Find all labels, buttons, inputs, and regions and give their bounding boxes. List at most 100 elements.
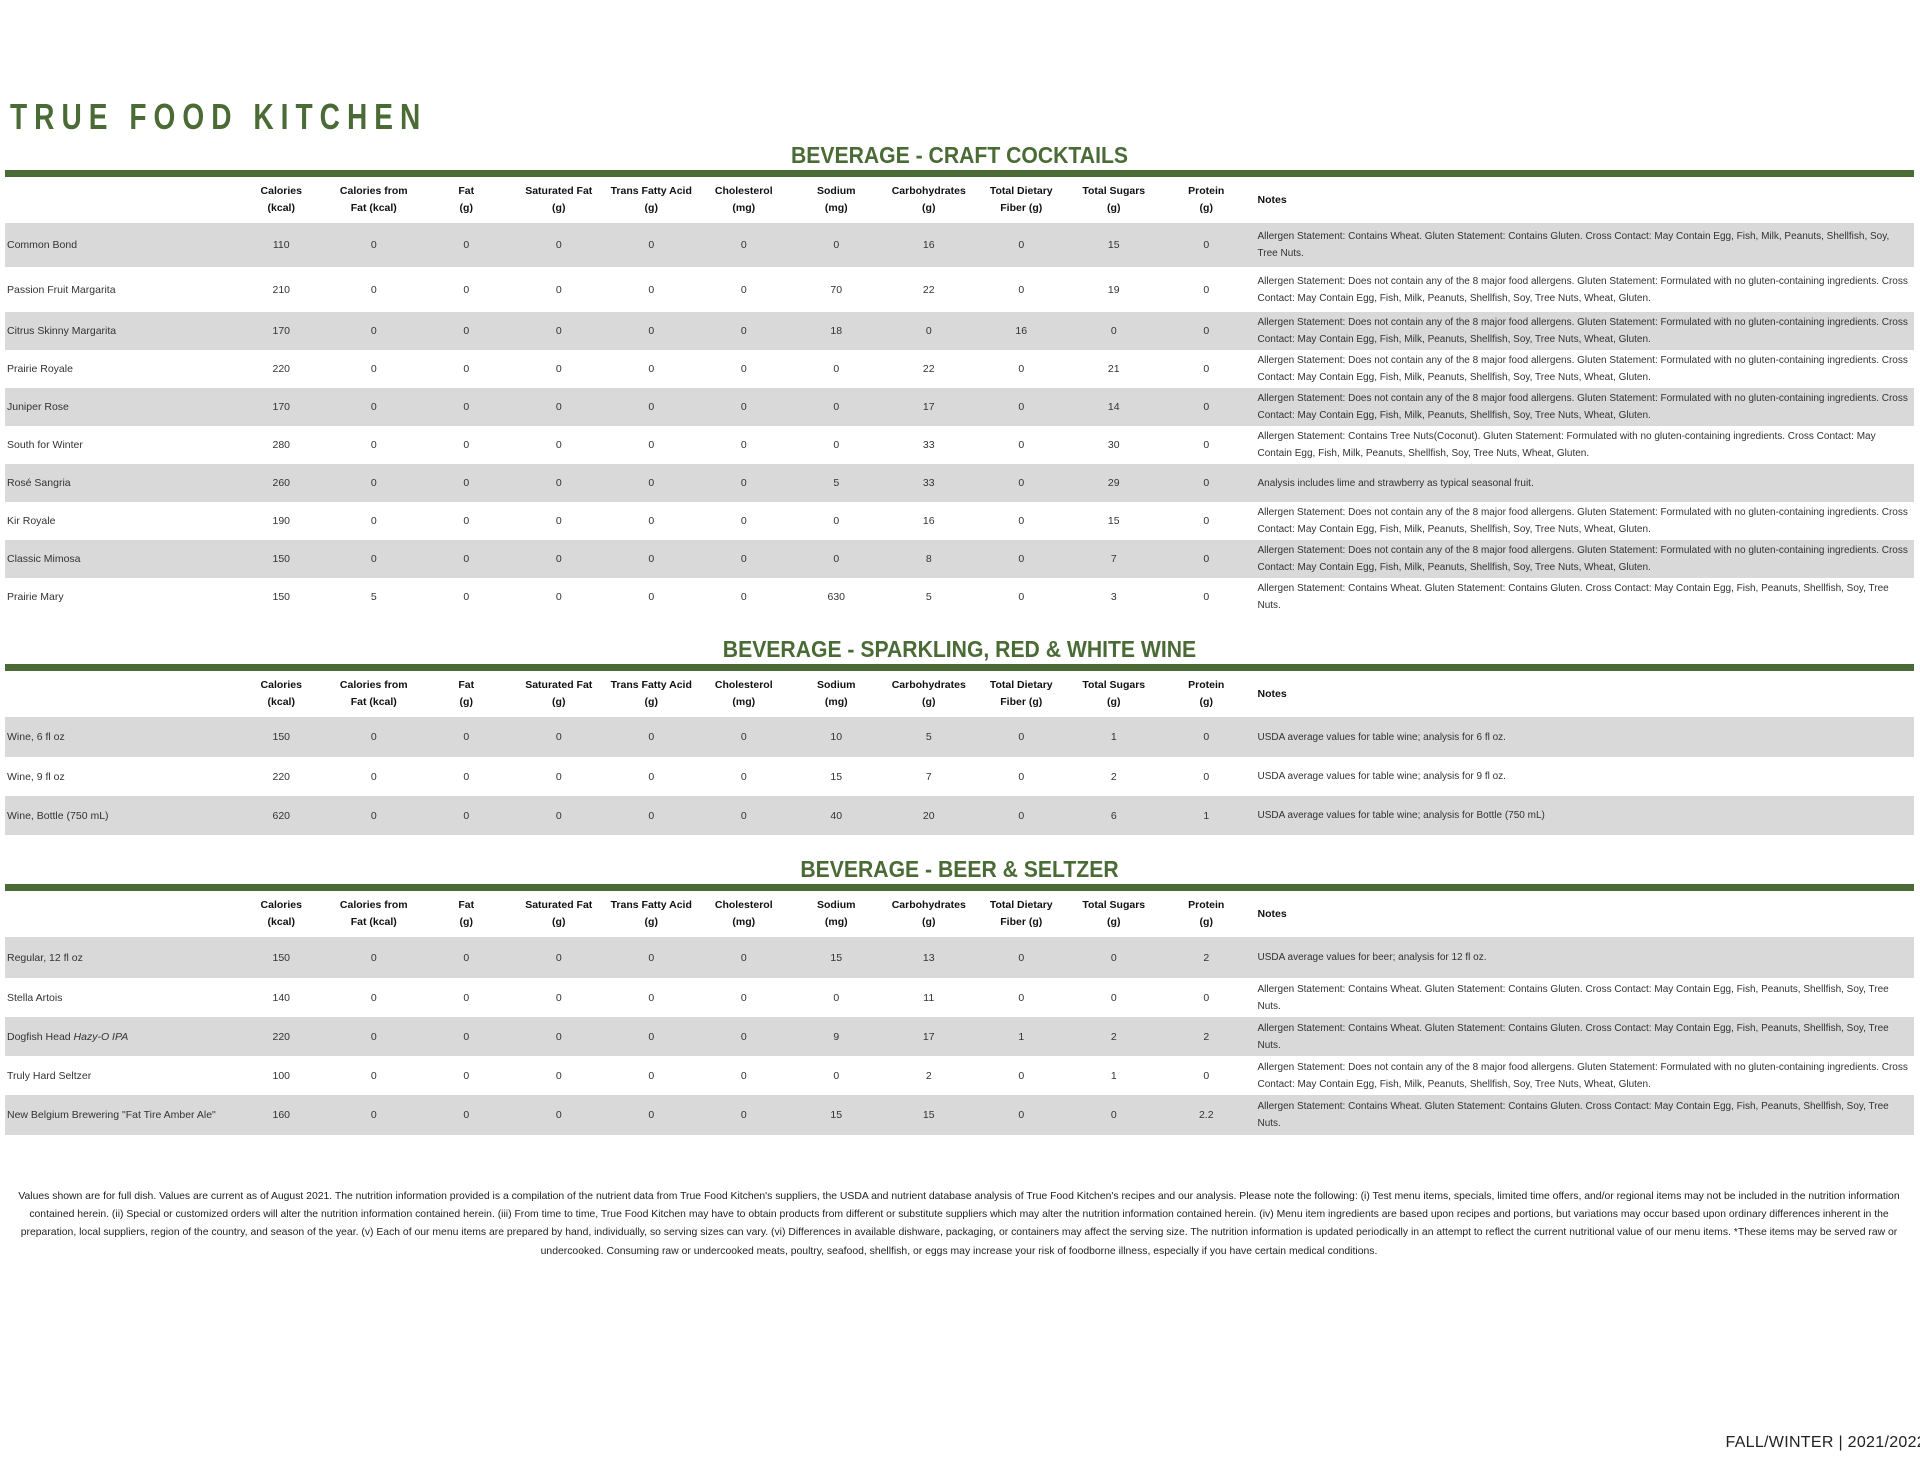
column-header: Saturated Fat (g) bbox=[525, 185, 593, 214]
nutrient-value: 13 bbox=[922, 951, 935, 964]
nutrient-value: 0 bbox=[1110, 1109, 1117, 1121]
nutrient-value: 1 bbox=[1203, 809, 1210, 822]
nutrient-value: 0 bbox=[463, 731, 470, 743]
item-name: Prairie Royale bbox=[5, 363, 235, 375]
nutrient-value: 0 bbox=[648, 1069, 655, 1082]
item-note: USDA average values for beer; analysis f… bbox=[1257, 952, 1487, 963]
table-row: Prairie Mary 150 5 0 0 0 0 630 5 0 3 0 Allergen Stat… bbox=[5, 578, 1914, 616]
nutrient-value: 15 bbox=[830, 951, 843, 964]
nutrient-value: 19 bbox=[1107, 283, 1120, 296]
item-note: Allergen Statement: Does not contain any… bbox=[1257, 545, 1908, 573]
nutrient-value: 2 bbox=[1110, 770, 1117, 783]
nutrient-value: 0 bbox=[370, 439, 377, 451]
nutrient-value: 150 bbox=[272, 553, 291, 565]
nutrition-section: BEVERAGE - BEER & SELTZER Calories (kcal)… bbox=[5, 854, 1914, 1135]
item-name: Regular, 12 fl oz bbox=[5, 952, 235, 964]
item-name-text: Common Bond bbox=[7, 239, 78, 251]
item-note: Allergen Statement: Does not contain any… bbox=[1257, 355, 1908, 383]
nutrient-value: 220 bbox=[272, 1030, 291, 1043]
nutrient-value: 0 bbox=[648, 553, 655, 565]
nutrient-value: 260 bbox=[272, 477, 291, 489]
item-name-text: Classic Mimosa bbox=[7, 553, 81, 565]
item-name-italic: Hazy-O IPA bbox=[73, 1030, 129, 1043]
nutrient-value: 0 bbox=[463, 363, 470, 375]
nutrient-value: 220 bbox=[272, 770, 291, 783]
nutrient-value: 0 bbox=[1018, 991, 1025, 1004]
table-row: Citrus Skinny Margarita 170 0 0 0 0 0 18 0 16 0 0 Al… bbox=[5, 312, 1914, 350]
column-header-notes: Notes bbox=[1257, 687, 1287, 700]
table-row: Truly Hard Seltzer 100 0 0 0 0 0 0 2 0 1 0 Allergen … bbox=[5, 1056, 1914, 1095]
nutrient-value: 0 bbox=[740, 325, 747, 337]
nutrient-value: 0 bbox=[463, 991, 470, 1004]
section-divider bbox=[5, 664, 1914, 671]
item-name: Classic Mimosa bbox=[5, 553, 235, 565]
nutrient-value: 0 bbox=[740, 1030, 747, 1043]
nutrient-value: 0 bbox=[1203, 731, 1210, 743]
nutrient-value: 0 bbox=[740, 591, 747, 603]
nutrient-value: 0 bbox=[463, 439, 470, 451]
item-name-text: South for Winter bbox=[7, 439, 83, 451]
nutrient-value: 0 bbox=[1018, 553, 1025, 565]
nutrient-value: 0 bbox=[370, 325, 377, 337]
table-row: Prairie Royale 220 0 0 0 0 0 0 22 0 21 0 Allergen St… bbox=[5, 350, 1914, 388]
nutrient-value: 9 bbox=[833, 1030, 840, 1043]
nutrient-value: 0 bbox=[463, 809, 470, 822]
nutrient-value: 0 bbox=[370, 553, 377, 565]
nutrient-value: 15 bbox=[830, 1109, 843, 1121]
item-note: Allergen Statement: Contains Wheat. Glut… bbox=[1257, 1022, 1889, 1051]
column-header-notes: Notes bbox=[1257, 907, 1287, 920]
item-note: Allergen Statement: Does not contain any… bbox=[1257, 507, 1908, 535]
nutrient-value: 0 bbox=[648, 401, 655, 413]
nutrient-value: 2.2 bbox=[1198, 1109, 1214, 1121]
nutrient-value: 150 bbox=[272, 731, 291, 743]
table-header: Calories (kcal) Calories from Fat (kcal) F… bbox=[5, 891, 1914, 937]
nutrient-value: 0 bbox=[555, 1030, 562, 1043]
item-name-text: Wine, 6 fl oz bbox=[7, 731, 65, 743]
nutrient-value: 0 bbox=[740, 731, 747, 743]
column-header: Calories (kcal) bbox=[260, 185, 302, 214]
nutrient-value: 0 bbox=[740, 951, 747, 964]
nutrient-value: 170 bbox=[272, 401, 291, 413]
nutrient-value: 0 bbox=[1018, 591, 1025, 603]
nutrient-value: 0 bbox=[463, 325, 470, 337]
item-name-text: Regular, 12 fl oz bbox=[7, 951, 83, 964]
nutrient-value: 0 bbox=[1203, 515, 1210, 527]
item-name: South for Winter bbox=[5, 439, 235, 451]
item-name-text: Stella Artois bbox=[7, 991, 63, 1004]
column-header: Protein (g) bbox=[1188, 679, 1225, 708]
nutrient-value: 14 bbox=[1107, 401, 1120, 413]
nutrient-value: 15 bbox=[922, 1109, 935, 1121]
nutrient-value: 30 bbox=[1107, 439, 1120, 451]
nutrient-value: 0 bbox=[740, 553, 747, 565]
nutrient-value: 0 bbox=[648, 731, 655, 743]
nutrient-value: 0 bbox=[1018, 951, 1025, 964]
column-header: Protein (g) bbox=[1188, 185, 1225, 214]
item-name: Truly Hard Seltzer bbox=[5, 1070, 235, 1082]
item-name-text: Juniper Rose bbox=[7, 401, 69, 413]
table-row: South for Winter 280 0 0 0 0 0 0 33 0 30 0 Allergen … bbox=[5, 426, 1914, 464]
nutrient-value: 2 bbox=[1203, 1030, 1210, 1043]
nutrient-value: 0 bbox=[1018, 1069, 1025, 1082]
nutrient-value: 280 bbox=[272, 439, 291, 451]
nutrient-value: 5 bbox=[370, 591, 377, 603]
nutrient-value: 0 bbox=[555, 809, 562, 822]
column-header: Protein (g) bbox=[1188, 899, 1225, 928]
column-header: Total Sugars (g) bbox=[1082, 899, 1146, 928]
nutrient-value: 0 bbox=[1203, 239, 1210, 251]
nutrient-value: 190 bbox=[272, 515, 291, 527]
nutrient-value: 0 bbox=[1018, 283, 1025, 296]
nutrient-value: 5 bbox=[925, 591, 932, 603]
item-note: Allergen Statement: Contains Wheat. Glut… bbox=[1257, 583, 1889, 611]
item-name-text: Kir Royale bbox=[7, 515, 56, 527]
nutrient-value: 0 bbox=[648, 809, 655, 822]
nutrient-value: 0 bbox=[1203, 325, 1210, 337]
item-note: Allergen Statement: Contains Tree Nuts(C… bbox=[1257, 431, 1876, 459]
table-row: Stella Artois 140 0 0 0 0 0 0 11 0 0 0 Allergen Stat… bbox=[5, 978, 1914, 1017]
nutrient-value: 0 bbox=[740, 991, 747, 1004]
table-row: Rosé Sangria 260 0 0 0 0 0 5 33 0 29 0 Analysis incl… bbox=[5, 464, 1914, 502]
item-note: Allergen Statement: Does not contain any… bbox=[1257, 317, 1908, 345]
nutrient-value: 0 bbox=[648, 515, 655, 527]
nutrient-value: 0 bbox=[463, 770, 470, 783]
nutrient-value: 0 bbox=[740, 401, 747, 413]
item-note: Allergen Statement: Contains Wheat. Glut… bbox=[1257, 231, 1890, 259]
